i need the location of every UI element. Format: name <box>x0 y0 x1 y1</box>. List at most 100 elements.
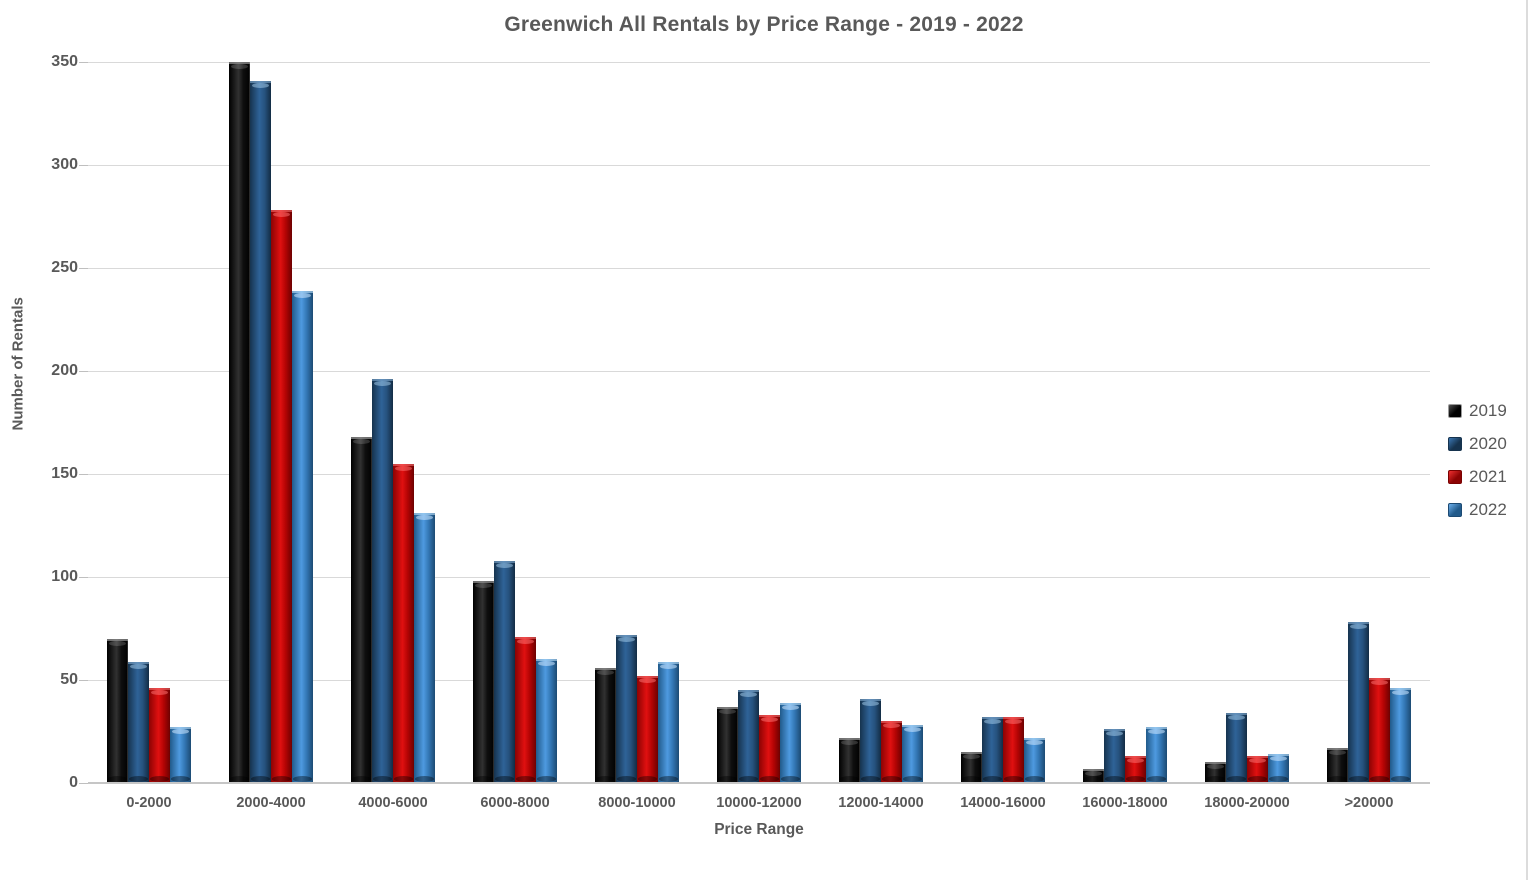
y-tick-label-150: 150 <box>51 465 78 482</box>
x-category-label->20000: >20000 <box>1344 795 1394 811</box>
bar-2020-4000-6000 <box>372 379 393 783</box>
x-category-label-12000-14000: 12000-14000 <box>838 795 924 811</box>
bar-2022-4000-6000 <box>414 513 435 783</box>
legend-item-2022: 2022 <box>1448 499 1507 520</box>
bar-2019-12000-14000 <box>839 737 860 783</box>
bar-2022-0-2000 <box>170 727 191 783</box>
x-category-label-2000-4000: 2000-4000 <box>236 795 306 811</box>
bar-2020-18000-20000 <box>1226 713 1247 783</box>
gridline-350 <box>88 62 1430 63</box>
legend-item-2019: 2019 <box>1448 400 1507 421</box>
bar-2021->20000 <box>1369 677 1390 783</box>
x-category-label-0-2000: 0-2000 <box>126 795 172 811</box>
bar-2022->20000 <box>1390 688 1411 783</box>
bar-2020-14000-16000 <box>982 717 1003 783</box>
y-tick-50 <box>79 680 88 681</box>
gridline-50 <box>88 680 1430 681</box>
bar-2022-16000-18000 <box>1146 727 1167 783</box>
gridline-200 <box>88 371 1430 372</box>
bar-2021-18000-20000 <box>1247 756 1268 783</box>
bar-2020-12000-14000 <box>860 698 881 783</box>
bar-2021-10000-12000 <box>759 715 780 783</box>
gridline-300 <box>88 165 1430 166</box>
x-axis-line <box>88 782 1430 784</box>
bar-2020-8000-10000 <box>616 634 637 783</box>
bar-2021-0-2000 <box>149 688 170 783</box>
y-tick-200 <box>79 371 88 372</box>
bars-layer <box>88 62 1430 783</box>
y-tick-300 <box>79 165 88 166</box>
x-category-label-10000-12000: 10000-12000 <box>716 795 802 811</box>
bar-group->20000 <box>1308 62 1430 783</box>
bar-group-0-2000 <box>88 62 210 783</box>
x-axis-labels: 0-2000 2000-4000 4000-6000 6000-8000 8000-10… <box>88 795 1430 811</box>
legend-swatch-2019 <box>1448 403 1462 418</box>
y-tick-label-300: 300 <box>51 156 78 173</box>
bar-2019-18000-20000 <box>1205 762 1226 783</box>
bar-2020-16000-18000 <box>1104 729 1125 783</box>
bar-2022-18000-20000 <box>1268 754 1289 783</box>
x-category-label-18000-20000: 18000-20000 <box>1204 795 1290 811</box>
y-tick-0 <box>79 783 88 784</box>
y-tick-100 <box>79 577 88 578</box>
bar-group-10000-12000 <box>698 62 820 783</box>
y-tick-150 <box>79 474 88 475</box>
y-tick-label-100: 100 <box>51 568 78 585</box>
bar-2021-4000-6000 <box>393 463 414 783</box>
bar-2022-10000-12000 <box>780 702 801 783</box>
bar-2019-14000-16000 <box>961 752 982 783</box>
bar-group-2000-4000 <box>210 62 332 783</box>
bar-2020->20000 <box>1348 622 1369 783</box>
x-category-label-16000-18000: 16000-18000 <box>1082 795 1168 811</box>
legend: 2019 2020 2021 2022 <box>1448 400 1507 520</box>
bar-2019-8000-10000 <box>595 667 616 783</box>
legend-item-2021: 2021 <box>1448 466 1507 487</box>
legend-swatch-2021 <box>1448 469 1462 484</box>
bar-2021-2000-4000 <box>271 210 292 783</box>
y-tick-label-0: 0 <box>69 774 78 791</box>
legend-label-2019: 2019 <box>1469 400 1507 420</box>
x-category-label-4000-6000: 4000-6000 <box>358 795 428 811</box>
chart-title: Greenwich All Rentals by Price Range - 2… <box>504 13 1024 36</box>
legend-item-2020: 2020 <box>1448 433 1507 454</box>
y-tick-350 <box>79 62 88 63</box>
y-tick-250 <box>79 268 88 269</box>
bar-2019-6000-8000 <box>473 581 494 783</box>
bar-2020-2000-4000 <box>250 80 271 783</box>
legend-swatch-2020 <box>1448 436 1462 451</box>
bar-2022-12000-14000 <box>902 725 923 783</box>
bar-2021-16000-18000 <box>1125 756 1146 783</box>
gridline-250 <box>88 268 1430 269</box>
y-tick-label-350: 350 <box>51 53 78 70</box>
gridline-150 <box>88 474 1430 475</box>
legend-label-2022: 2022 <box>1469 499 1507 519</box>
bar-2022-2000-4000 <box>292 290 313 783</box>
bar-2020-0-2000 <box>128 661 149 783</box>
bar-group-14000-16000 <box>942 62 1064 783</box>
y-tick-label-200: 200 <box>51 362 78 379</box>
bar-2019->20000 <box>1327 748 1348 783</box>
y-tick-label-250: 250 <box>51 259 78 276</box>
window-right-edge <box>1526 0 1528 880</box>
bar-2020-10000-12000 <box>738 690 759 783</box>
bar-2019-2000-4000 <box>229 62 250 783</box>
gridline-100 <box>88 577 1430 578</box>
bar-2019-16000-18000 <box>1083 768 1104 783</box>
bar-2022-8000-10000 <box>658 661 679 783</box>
bar-group-6000-8000 <box>454 62 576 783</box>
bar-2022-6000-8000 <box>536 659 557 783</box>
bar-2021-12000-14000 <box>881 721 902 783</box>
y-tick-label-50: 50 <box>60 671 78 688</box>
bar-group-12000-14000 <box>820 62 942 783</box>
bar-group-8000-10000 <box>576 62 698 783</box>
bar-2021-6000-8000 <box>515 636 536 783</box>
x-axis-title: Price Range <box>714 821 804 838</box>
bar-2021-14000-16000 <box>1003 717 1024 783</box>
legend-swatch-2022 <box>1448 502 1462 517</box>
x-category-label-14000-16000: 14000-16000 <box>960 795 1046 811</box>
legend-label-2021: 2021 <box>1469 466 1507 486</box>
legend-label-2020: 2020 <box>1469 433 1507 453</box>
bar-2020-6000-8000 <box>494 560 515 783</box>
plot-area <box>79 62 1430 784</box>
